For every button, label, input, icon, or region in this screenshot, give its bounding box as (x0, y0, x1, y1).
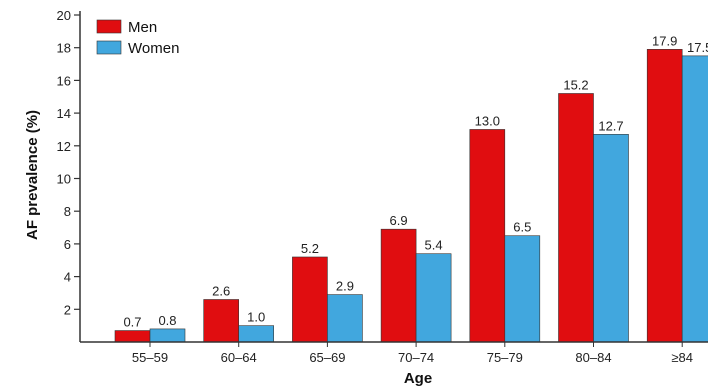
bar-men-2 (292, 256, 328, 343)
legend-label-women: Women (128, 40, 179, 57)
data-label-women-1: 1.0 (247, 310, 265, 325)
y-axis-title: AF prevalence (%) (24, 110, 41, 240)
data-label-men-0: 0.7 (123, 315, 141, 330)
x-axis-title: Age (404, 370, 432, 387)
x-axis-ticks: 55–59 60–64 65–69 70–74 75–79 80–84 ≥84 (132, 342, 693, 365)
y-tick-label: 14 (57, 106, 71, 121)
data-label-women-4: 6.5 (513, 220, 531, 235)
bar-men-1 (203, 299, 239, 343)
bar-women-1 (238, 325, 274, 343)
data-label-women-5: 12.7 (598, 118, 623, 133)
data-label-women-3: 5.4 (425, 238, 443, 253)
y-tick-label: 2 (64, 302, 71, 317)
data-label-men-2: 5.2 (301, 241, 319, 256)
bar-men-4 (469, 129, 506, 343)
bar-men-6 (646, 49, 683, 343)
y-tick-label: 16 (57, 73, 71, 88)
data-label-women-0: 0.8 (158, 313, 176, 328)
y-tick-label: 20 (57, 8, 71, 23)
legend-label-men: Men (128, 19, 157, 36)
data-label-men-1: 2.6 (212, 283, 230, 298)
y-tick-label: 12 (57, 139, 71, 154)
y-tick-label: 8 (64, 204, 71, 219)
x-tick-label: 65–69 (309, 350, 345, 365)
legend: Men Women (96, 19, 179, 57)
data-label-women-2: 2.9 (336, 279, 354, 294)
bar-women-0 (149, 328, 186, 343)
bars (114, 49, 708, 343)
data-labels: 0.7 0.8 2.6 1.0 5.2 2.9 6.9 5.4 13.0 6.5 15.2 12.7 1… (123, 33, 708, 329)
bar-men-5 (558, 93, 594, 343)
data-label-men-5: 15.2 (563, 77, 588, 92)
y-tick-label: 6 (64, 237, 71, 252)
x-tick-label: 55–59 (132, 350, 168, 365)
x-tick-label: 80–84 (575, 350, 611, 365)
bar-women-6 (681, 55, 708, 343)
y-tick-label: 4 (64, 270, 71, 285)
legend-swatch-women (96, 40, 122, 55)
bar-women-3 (415, 253, 452, 343)
bar-men-0 (114, 330, 151, 343)
x-tick-label: 75–79 (487, 350, 523, 365)
data-label-men-4: 13.0 (475, 113, 500, 128)
data-label-women-6: 17.5 (687, 40, 708, 55)
x-tick-label: 70–74 (398, 350, 434, 365)
legend-swatch-men (96, 19, 122, 34)
bar-women-4 (504, 235, 541, 343)
bar-women-2 (327, 294, 363, 343)
bar-men-3 (380, 228, 417, 343)
data-label-men-3: 6.9 (390, 213, 408, 228)
y-tick-label: 18 (57, 41, 71, 56)
y-tick-label: 10 (57, 172, 71, 187)
x-tick-label: 60–64 (221, 350, 257, 365)
data-label-men-6: 17.9 (652, 33, 677, 48)
bar-women-5 (593, 134, 629, 343)
y-axis-ticks: 2 4 6 8 10 12 14 16 18 20 (57, 8, 80, 317)
x-tick-label: ≥84 (671, 350, 693, 365)
